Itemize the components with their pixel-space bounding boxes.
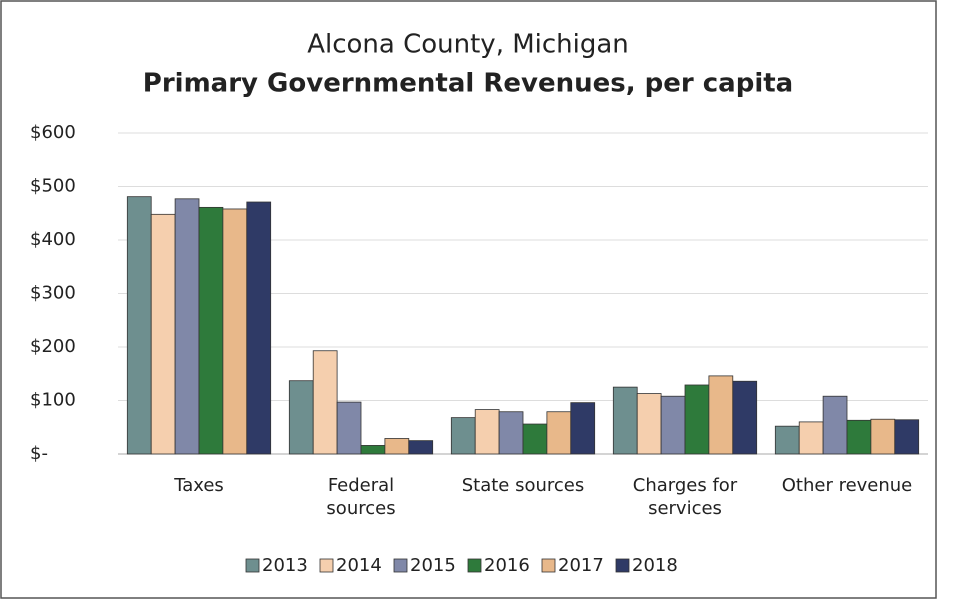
x-tick-label: Federal sources xyxy=(326,475,396,519)
y-tick-label: $300 xyxy=(30,283,76,304)
x-tick-label: Charges for services xyxy=(632,475,738,519)
y-tick-label: $- xyxy=(30,443,48,464)
legend-swatch xyxy=(393,558,408,573)
bar xyxy=(312,350,338,455)
bar xyxy=(870,418,896,455)
legend-label: 2014 xyxy=(336,555,382,576)
legend-swatch xyxy=(541,558,556,573)
bar xyxy=(636,393,662,455)
bar xyxy=(126,196,152,455)
bar xyxy=(846,419,872,455)
legend-swatch xyxy=(615,558,630,573)
bar xyxy=(450,417,476,455)
bar xyxy=(522,423,548,455)
legend-swatch xyxy=(245,558,260,573)
bar xyxy=(498,411,524,455)
bar xyxy=(894,419,920,455)
y-tick-label: $500 xyxy=(30,176,76,197)
y-tick-label: $400 xyxy=(30,229,76,250)
legend-swatch xyxy=(319,558,334,573)
bar xyxy=(174,198,200,455)
bar xyxy=(198,206,224,455)
bar xyxy=(246,201,272,455)
bar xyxy=(384,438,410,455)
bar xyxy=(708,375,734,455)
bar xyxy=(822,395,848,455)
legend-label: 2018 xyxy=(632,555,678,576)
bar xyxy=(546,411,572,455)
bar xyxy=(360,445,386,455)
chart-subtitle: Primary Governmental Revenues, per capit… xyxy=(143,69,793,99)
bar xyxy=(732,380,758,455)
y-tick-label: $600 xyxy=(30,122,76,143)
legend-label: 2017 xyxy=(558,555,604,576)
x-tick-label: Taxes xyxy=(174,475,224,496)
bar xyxy=(774,425,800,455)
bar xyxy=(150,213,176,455)
bar xyxy=(684,384,710,455)
bar xyxy=(570,402,596,455)
bar xyxy=(612,386,638,455)
bar xyxy=(408,440,434,455)
bar xyxy=(222,208,248,455)
legend-label: 2016 xyxy=(484,555,530,576)
bar xyxy=(798,421,824,455)
bar xyxy=(336,401,362,455)
legend-swatch xyxy=(467,558,482,573)
chart-title: Alcona County, Michigan xyxy=(307,30,629,60)
x-tick-label: Other revenue xyxy=(781,475,913,496)
bar xyxy=(660,395,686,455)
bar xyxy=(474,409,500,455)
y-tick-label: $200 xyxy=(30,336,76,357)
bar xyxy=(288,380,314,455)
legend-label: 2013 xyxy=(262,555,308,576)
legend-label: 2015 xyxy=(410,555,456,576)
y-tick-label: $100 xyxy=(30,390,76,411)
x-tick-label: State sources xyxy=(461,475,585,496)
